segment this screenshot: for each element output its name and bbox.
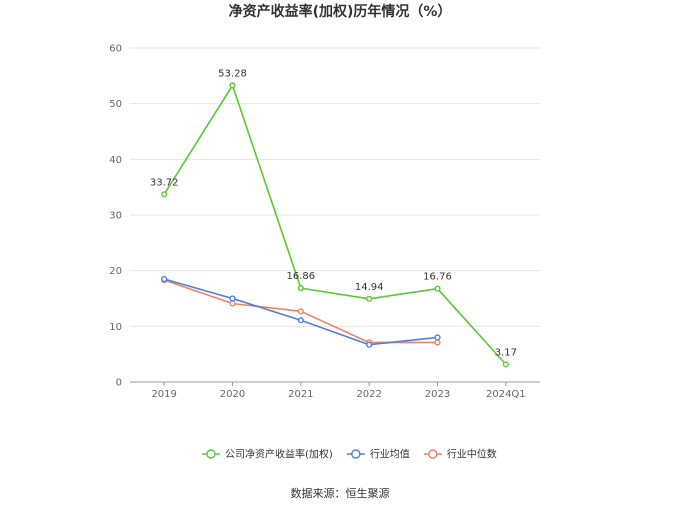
data-label: 14.94 (355, 282, 384, 293)
y-tick-label: 60 (109, 44, 122, 55)
legend-label: 行业中位数 (447, 448, 497, 461)
data-point[interactable] (434, 285, 441, 292)
series-layer (161, 82, 509, 368)
data-point[interactable] (502, 361, 509, 368)
data-label: 16.86 (287, 271, 316, 282)
legend-marker (206, 449, 216, 459)
data-point[interactable] (297, 317, 304, 324)
legend-item-s1[interactable]: 行业均值 (346, 448, 410, 461)
y-tick-label: 20 (109, 266, 122, 277)
data-point[interactable] (229, 82, 236, 89)
x-tick-label: 2020 (220, 389, 245, 400)
y-tick-label: 30 (109, 211, 122, 222)
data-label: 3.17 (495, 347, 517, 358)
data-label: 16.76 (423, 272, 452, 283)
y-tick-label: 50 (109, 99, 122, 110)
x-tick-label: 2023 (425, 389, 450, 400)
series-s1 (161, 275, 441, 348)
data-point[interactable] (229, 295, 236, 302)
y-tick-label: 10 (109, 322, 122, 333)
data-point[interactable] (297, 308, 304, 315)
legend-item-s2[interactable]: 行业中位数 (423, 448, 497, 461)
data-point[interactable] (434, 339, 441, 346)
data-labels: 33.72 53.28 16.86 14.94 16.76 3.17 (150, 68, 517, 358)
legend-marker (351, 449, 361, 459)
data-label: 33.72 (150, 177, 179, 188)
x-tick-label: 2019 (151, 389, 176, 400)
data-point[interactable] (229, 300, 236, 307)
series-line (163, 84, 507, 365)
legend-item-s0[interactable]: 公司净资产收益率(加权) (202, 448, 333, 461)
data-point[interactable] (434, 334, 441, 341)
y-axis: 0 10 20 30 40 50 60 (109, 44, 122, 389)
x-tick-label: 2022 (356, 389, 381, 400)
legend-label: 行业均值 (370, 448, 410, 461)
x-tick-label: 2021 (288, 389, 313, 400)
data-point[interactable] (161, 275, 168, 283)
data-point[interactable] (366, 341, 373, 348)
source-note: 数据来源：恒生聚源 (291, 486, 390, 500)
legend-marker (428, 449, 438, 459)
x-axis: 2019 2020 2021 2022 2023 2024Q1 (130, 381, 540, 400)
legend-label: 公司净资产收益率(加权) (225, 448, 333, 461)
data-label: 53.28 (218, 68, 247, 79)
legend[interactable]: 公司净资产收益率(加权) 行业均值 行业中位数 (202, 448, 497, 461)
data-point[interactable] (161, 191, 168, 198)
chart-title: 净资产收益率(加权)历年情况（%） (229, 3, 452, 20)
data-point[interactable] (366, 295, 373, 302)
y-tick-label: 0 (116, 378, 122, 389)
series-s0 (161, 82, 509, 368)
x-tick-label: 2024Q1 (486, 389, 526, 400)
data-point[interactable] (297, 285, 304, 292)
grid-lines (130, 47, 540, 327)
y-tick-label: 40 (109, 155, 122, 166)
